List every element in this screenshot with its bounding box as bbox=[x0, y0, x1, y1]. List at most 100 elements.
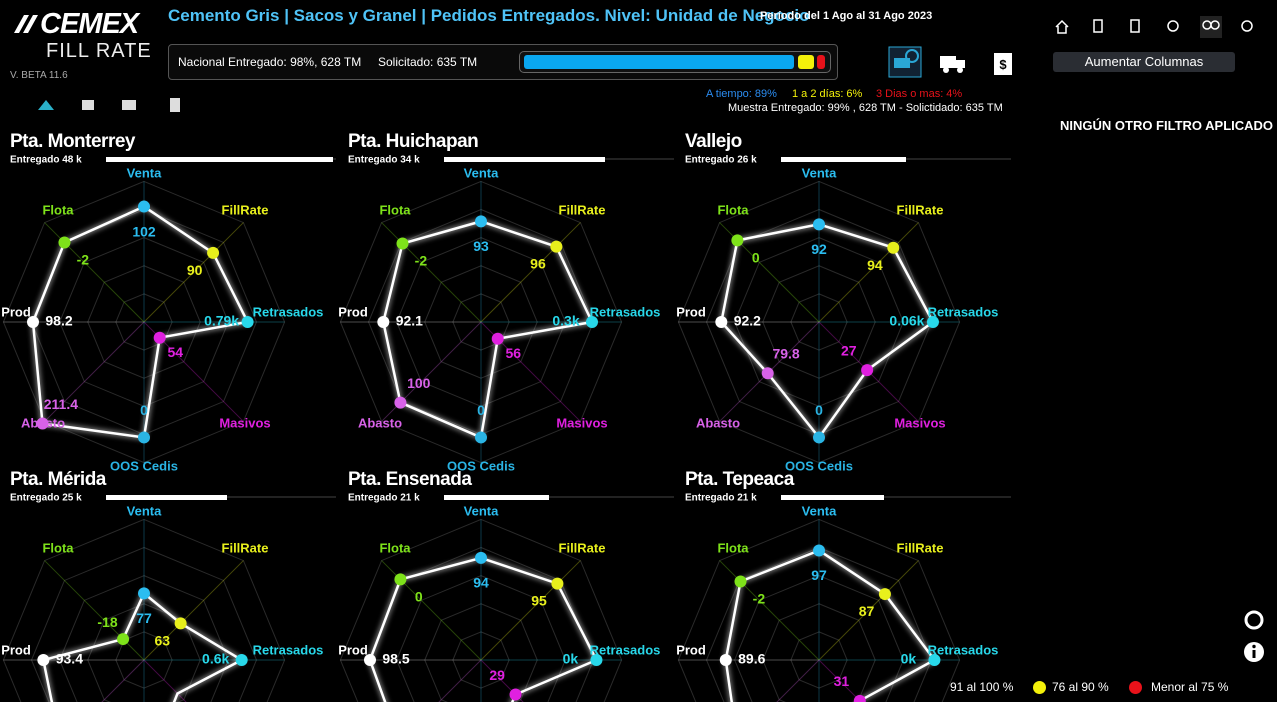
grid-ring bbox=[2, 180, 286, 464]
range-mid-dot bbox=[1033, 681, 1046, 694]
value-label: 31 bbox=[834, 673, 850, 689]
value-label: 87 bbox=[859, 603, 875, 619]
panel-title: Pta. Tepeaca bbox=[685, 469, 795, 490]
axis-label: FillRate bbox=[897, 540, 944, 555]
spoke bbox=[818, 659, 862, 702]
grid-ring bbox=[2, 518, 286, 702]
svg-text:$: $ bbox=[999, 57, 1007, 72]
axis-label: Venta bbox=[802, 503, 837, 518]
panel-title: Pta. Monterrey bbox=[10, 131, 136, 152]
radar-point bbox=[58, 236, 71, 249]
radar-panel: Pta. Monterrey Entregado 48 k Venta 102 Fill… bbox=[1, 131, 336, 473]
very-late-seg bbox=[817, 55, 825, 69]
grid-ring bbox=[87, 265, 201, 379]
spoke bbox=[143, 560, 244, 661]
filter-icons bbox=[38, 98, 180, 112]
expand-columns-button[interactable]: Aumentar Columnas bbox=[1053, 52, 1235, 72]
product: FILL RATE bbox=[46, 40, 152, 62]
radar-shape bbox=[724, 549, 937, 702]
filter-truck[interactable] bbox=[122, 100, 136, 110]
grid-ring bbox=[424, 265, 538, 379]
radar-point bbox=[586, 316, 598, 328]
grid-ring bbox=[677, 180, 961, 464]
radar-point bbox=[364, 654, 376, 666]
radar-point bbox=[27, 316, 39, 328]
radar-point bbox=[235, 654, 248, 666]
spoke bbox=[480, 222, 581, 323]
settings-icon[interactable] bbox=[1244, 610, 1264, 630]
value-label: 0 bbox=[477, 402, 485, 418]
status-on-time: A tiempo: 89% bbox=[706, 88, 777, 100]
radar-point bbox=[878, 588, 891, 601]
export-icon[interactable] bbox=[1093, 19, 1103, 33]
axis-label: Masivos bbox=[219, 415, 270, 430]
spoke bbox=[818, 222, 919, 323]
value-label: 54 bbox=[167, 344, 183, 360]
spoke bbox=[438, 659, 482, 702]
axis-label: Prod bbox=[676, 642, 706, 657]
value-label: 211.4 bbox=[44, 396, 78, 412]
import-icon[interactable] bbox=[1130, 19, 1140, 33]
axis-label: Masivos bbox=[556, 415, 607, 430]
share-icon[interactable] bbox=[1241, 20, 1253, 32]
filter-bag[interactable] bbox=[82, 100, 94, 110]
panel-title: Vallejo bbox=[685, 131, 742, 152]
filter-icon[interactable] bbox=[1167, 20, 1179, 32]
grid-ring bbox=[452, 631, 510, 689]
delivered-bar bbox=[781, 157, 906, 162]
axis-label: Retrasados bbox=[253, 304, 324, 319]
radar-point bbox=[715, 316, 728, 328]
axis-label: FillRate bbox=[897, 202, 944, 217]
value-label: 29 bbox=[489, 667, 505, 683]
truck-icon[interactable] bbox=[938, 50, 968, 74]
radar-panel: Pta. Tepeaca Entregado 21 k Venta 97 FillRat… bbox=[676, 469, 1011, 702]
progress-bar bbox=[519, 51, 831, 73]
range-mid: 76 al 90 % bbox=[1052, 680, 1109, 694]
value-label: 102 bbox=[132, 223, 156, 239]
grid-ring bbox=[734, 575, 904, 702]
axis-label: FillRate bbox=[222, 202, 269, 217]
axis-label: Venta bbox=[464, 165, 499, 180]
requested: Solicitado: 635 TM bbox=[378, 55, 478, 69]
toolbar bbox=[1055, 16, 1253, 38]
radar-point bbox=[36, 417, 49, 430]
logo-mark bbox=[14, 15, 38, 33]
radar-shape bbox=[41, 591, 245, 702]
value-label: 90 bbox=[187, 262, 203, 278]
filter-plant[interactable] bbox=[38, 100, 54, 110]
radar-point bbox=[491, 332, 504, 345]
panel-subtitle: Entregado 48 k bbox=[10, 155, 82, 166]
axis-label: Masivos bbox=[894, 415, 945, 430]
grid-ring bbox=[790, 293, 848, 351]
delivered-bar bbox=[106, 495, 227, 500]
home-icon[interactable] bbox=[1055, 19, 1069, 34]
value-label: 0k bbox=[901, 651, 917, 667]
invoice-icon[interactable]: $ bbox=[992, 49, 1014, 77]
radar-point bbox=[853, 694, 866, 702]
sample: Muestra Entregado: 99% , 628 TM - Solict… bbox=[728, 102, 1003, 114]
axis-label: Prod bbox=[1, 304, 31, 319]
value-label: 79.8 bbox=[772, 346, 799, 362]
grid-ring bbox=[339, 518, 623, 702]
axis-label: Venta bbox=[127, 503, 162, 518]
radar-panel: Pta. Mérida Entregado 25 k Venta 77 FillRate… bbox=[1, 469, 336, 702]
range-low-dot bbox=[1129, 681, 1142, 694]
axis-label: Retrasados bbox=[590, 304, 661, 319]
value-label: -2 bbox=[415, 253, 428, 269]
panel-subtitle: Entregado 21 k bbox=[685, 493, 757, 504]
spoke bbox=[480, 560, 581, 661]
spoke bbox=[44, 560, 145, 661]
grid-ring bbox=[790, 631, 848, 689]
value-label: 97 bbox=[811, 567, 827, 583]
filter-price[interactable] bbox=[170, 98, 180, 112]
grid-ring bbox=[87, 603, 201, 702]
radar-point bbox=[813, 431, 825, 444]
value-label: 95 bbox=[531, 593, 547, 609]
radar-point bbox=[394, 396, 407, 409]
value-label: 0 bbox=[415, 589, 423, 605]
grid-ring bbox=[396, 237, 566, 407]
value-label: -18 bbox=[97, 614, 117, 630]
view-icon[interactable] bbox=[888, 46, 922, 78]
axis-label: Prod bbox=[676, 304, 706, 319]
